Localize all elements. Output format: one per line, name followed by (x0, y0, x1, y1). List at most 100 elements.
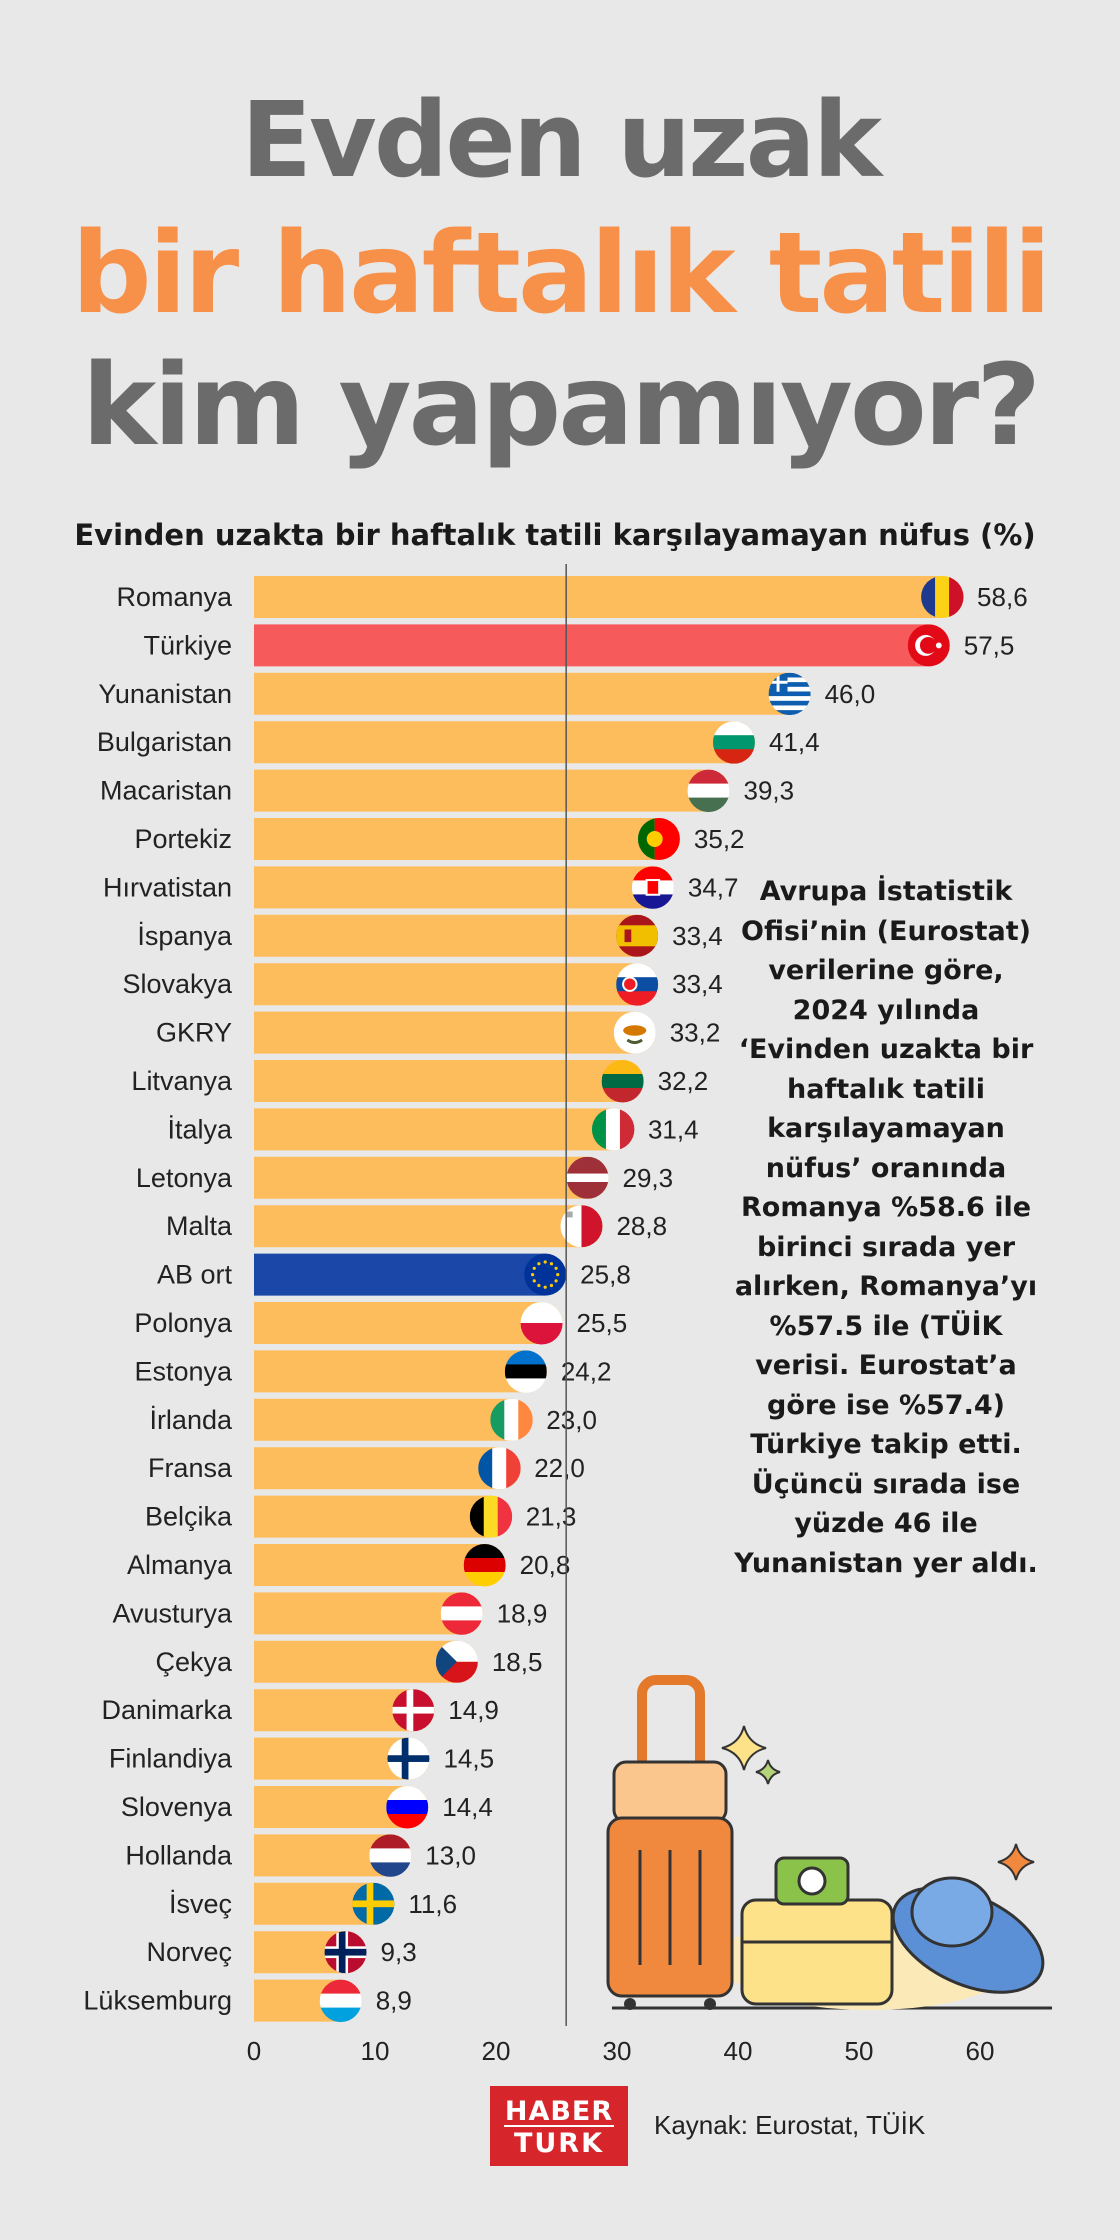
flag-sk-icon (616, 963, 659, 1006)
value-label: 9,3 (381, 1937, 417, 1967)
category-label: Macaristan (100, 776, 232, 806)
bar (254, 1737, 430, 1780)
bar (254, 1350, 547, 1393)
category-label: GKRY (156, 1018, 232, 1048)
flag-bg-icon (712, 721, 755, 764)
bar (254, 914, 659, 957)
flag-fr-icon (478, 1447, 521, 1490)
flag-lt-icon (601, 1060, 644, 1103)
bar (254, 1495, 512, 1538)
bar (254, 672, 811, 715)
bar (254, 1447, 521, 1490)
category-label: Polonya (134, 1308, 233, 1338)
bar (254, 1689, 435, 1732)
flag-ee-icon (504, 1350, 547, 1393)
flag-lu-icon (319, 1979, 362, 2023)
flag-be-icon (469, 1495, 513, 1538)
luggage-illustration (606, 1675, 1052, 2010)
category-label: İspanya (137, 920, 233, 951)
x-tick-label: 20 (482, 2036, 511, 2066)
flag-es-icon (616, 914, 659, 957)
value-label: 13,0 (425, 1840, 476, 1870)
value-label: 46,0 (825, 679, 876, 709)
bar (254, 963, 659, 1006)
category-label: Estonya (134, 1356, 233, 1386)
bar (254, 1108, 634, 1151)
bar (254, 1205, 603, 1248)
value-label: 14,9 (448, 1695, 499, 1725)
category-label: Finlandiya (109, 1744, 233, 1774)
x-tick-label: 0 (247, 2036, 261, 2066)
category-label: AB ort (157, 1260, 233, 1290)
category-label: Çekya (155, 1647, 233, 1677)
flag-gr-icon (768, 672, 811, 716)
value-label: 58,6 (977, 582, 1028, 612)
flag-hr-icon (631, 866, 674, 909)
flag-cy-icon (613, 1011, 656, 1054)
category-label: Yunanistan (98, 679, 232, 709)
flag-se-icon (352, 1882, 395, 1925)
x-tick-label: 10 (361, 2036, 390, 2066)
bar (254, 721, 755, 764)
flag-de-icon (463, 1544, 506, 1587)
value-label: 31,4 (648, 1114, 699, 1144)
flag-pt-icon (637, 818, 680, 860)
value-label: 29,3 (623, 1163, 674, 1193)
bar (254, 769, 730, 812)
bar (254, 1640, 478, 1683)
bar (254, 1060, 644, 1102)
info-note: Avrupa İstatistik Ofisi’nin (Eurostat) v… (734, 876, 1038, 1579)
flag-pl-icon (520, 1302, 563, 1345)
bar (254, 866, 674, 909)
bar (254, 1786, 429, 1828)
bar (254, 1544, 506, 1586)
flag-eu-icon (524, 1253, 567, 1296)
category-label: İsveç (169, 1888, 232, 1919)
value-label: 33,4 (672, 969, 723, 999)
value-label: 23,0 (546, 1405, 597, 1435)
value-label: 25,8 (580, 1260, 631, 1290)
category-label: İtalya (167, 1113, 233, 1144)
value-label: 8,9 (376, 1986, 412, 2016)
haberturk-logo: HABER TURK (490, 2086, 628, 2166)
flag-nl-icon (369, 1834, 412, 1877)
bar (254, 576, 964, 618)
bar (254, 818, 680, 860)
flag-at-icon (440, 1592, 483, 1635)
category-label: Almanya (127, 1550, 233, 1580)
bar-chart: Romanya 58,6 Türkiye 57,5 Yunanistan 46,0 Bulg… (83, 564, 1052, 2066)
category-label: Letonya (136, 1163, 233, 1193)
flag-fi-icon (387, 1737, 430, 1780)
bar (254, 1398, 533, 1441)
value-label: 32,2 (658, 1066, 709, 1096)
value-label: 33,4 (672, 921, 723, 951)
value-label: 25,5 (577, 1308, 628, 1338)
category-label: Avusturya (112, 1598, 233, 1628)
value-label: 14,4 (442, 1792, 493, 1822)
title-line-1: Evden uzak (241, 79, 882, 201)
value-label: 34,7 (688, 872, 739, 902)
x-tick-label: 30 (603, 2036, 632, 2066)
title-line-3: kim yapamıyor? (81, 341, 1041, 471)
bar (254, 1302, 563, 1344)
value-label: 24,2 (561, 1356, 612, 1386)
category-label: Norveç (146, 1937, 232, 1967)
flag-si-icon (386, 1786, 429, 1829)
category-label: İrlanda (149, 1404, 233, 1435)
category-label: Bulgaristan (97, 727, 232, 757)
x-tick-label: 40 (724, 2036, 753, 2066)
source-text: Kaynak: Eurostat, TÜİK (654, 2110, 926, 2140)
value-label: 39,3 (744, 776, 795, 806)
category-label: Litvanya (131, 1066, 233, 1096)
flag-dk-icon (392, 1689, 435, 1732)
category-label: Slovenya (121, 1792, 233, 1822)
value-label: 18,9 (497, 1598, 548, 1628)
value-label: 33,2 (670, 1018, 721, 1048)
title-line-2: bir haftalık tatili (71, 209, 1051, 339)
value-label: 20,8 (520, 1550, 571, 1580)
value-label: 41,4 (769, 727, 820, 757)
value-label: 14,5 (443, 1744, 494, 1774)
category-label: Belçika (145, 1502, 233, 1532)
value-label: 35,2 (694, 824, 745, 854)
value-label: 18,5 (492, 1647, 543, 1677)
